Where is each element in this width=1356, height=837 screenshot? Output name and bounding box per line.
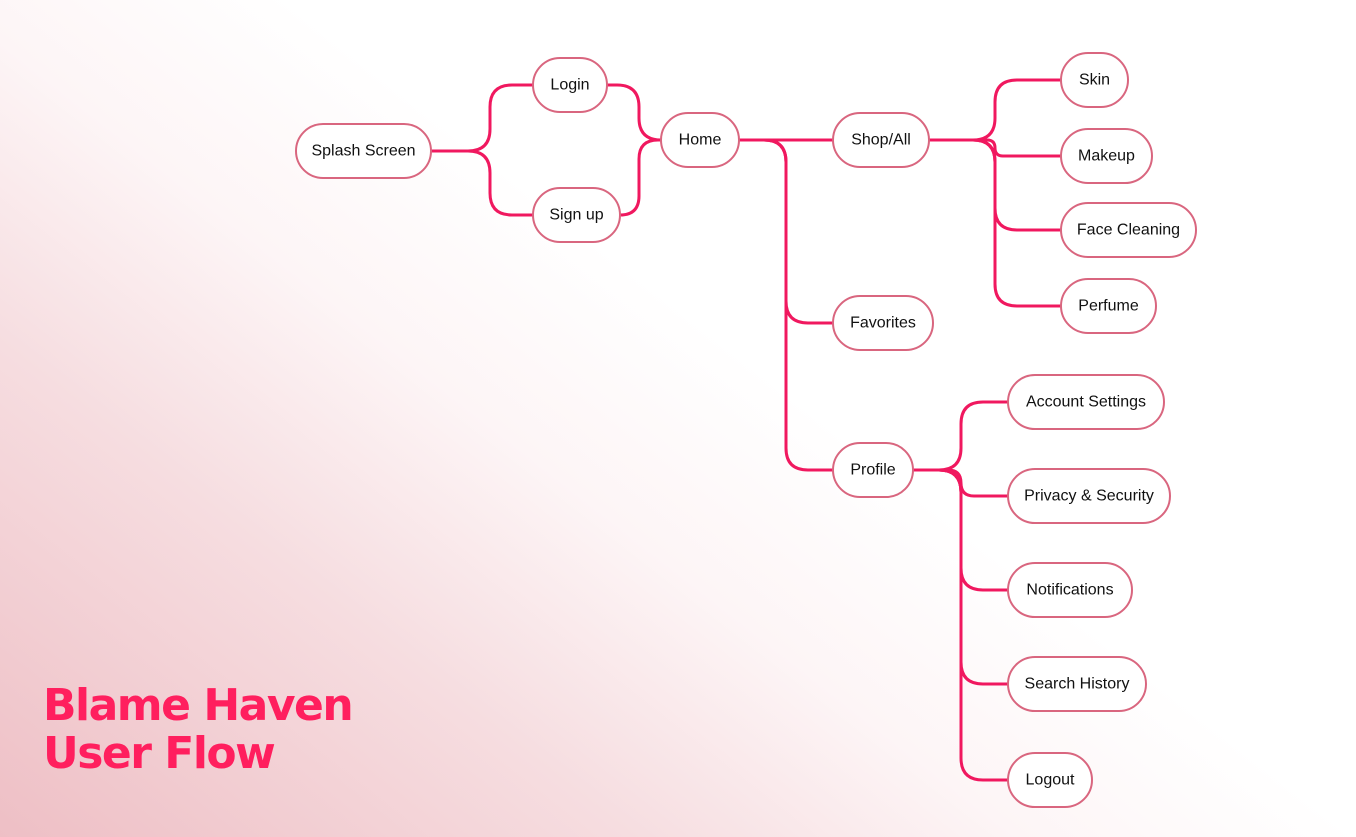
page-title: Blame Haven User Flow [43,680,354,779]
node-logout-box [1007,752,1093,808]
node-account-settings-box [1007,374,1165,430]
node-login-label: Login [550,77,589,94]
connector-shop-to-skin [927,78,1063,142]
node-logout-label: Logout [1026,772,1075,789]
node-favorites: Favorites [832,295,934,351]
node-account-settings: Account Settings [1007,374,1165,430]
node-privacy-security-label: Privacy & Security [1024,488,1154,505]
connector-home-to-profile [737,138,835,472]
node-favorites-label: Favorites [850,315,916,332]
node-profile: Profile [832,442,914,498]
connector-shop-to-makeup [927,138,1063,158]
title-line-2: User Flow [43,728,276,779]
node-shop: Shop/All [832,112,930,168]
node-search-history-label: Search History [1025,676,1130,693]
connector-splash-to-login [429,83,535,153]
node-home: Home [660,112,740,168]
node-splash-box [295,123,432,179]
node-face-cleaning-label: Face Cleaning [1077,222,1180,239]
node-makeup-box [1060,128,1153,184]
node-notifications-label: Notifications [1026,582,1113,599]
node-logout: Logout [1007,752,1093,808]
node-notifications-box [1007,562,1133,618]
node-notifications: Notifications [1007,562,1133,618]
node-skin-label: Skin [1079,72,1110,89]
node-shop-box [832,112,930,168]
connector-signup-to-home [618,138,663,217]
node-shop-label: Shop/All [851,132,911,149]
connector-profile-to-logout [911,468,1010,782]
title-line-1: Blame Haven [43,680,354,731]
node-account-settings-label: Account Settings [1026,394,1146,411]
node-perfume-box [1060,278,1157,334]
node-face-cleaning-box [1060,202,1197,258]
node-home-label: Home [679,132,722,149]
node-search-history: Search History [1007,656,1147,712]
node-makeup-label: Makeup [1078,148,1135,165]
node-splash: Splash Screen [295,123,432,179]
connector-profile-to-account-settings [911,400,1010,472]
node-perfume: Perfume [1060,278,1157,334]
node-profile-box [832,442,914,498]
node-search-history-box [1007,656,1147,712]
node-login-box [532,57,608,113]
node-face-cleaning: Face Cleaning [1060,202,1197,258]
node-splash-label: Splash Screen [311,143,415,160]
node-perfume-label: Perfume [1078,298,1139,315]
node-layer: Splash Screen Login Sign up Home Shop/All Fav… [295,52,1197,808]
connector-login-to-home [605,83,663,142]
connector-shop-to-perfume [927,138,1063,308]
node-signup-label: Sign up [549,207,603,224]
connector-layer [429,78,1063,782]
node-skin-box [1060,52,1129,108]
node-favorites-box [832,295,934,351]
node-signup-box [532,187,621,243]
node-home-box [660,112,740,168]
node-privacy-security-box [1007,468,1171,524]
node-skin: Skin [1060,52,1129,108]
connector-splash-to-signup [429,149,535,217]
node-privacy-security: Privacy & Security [1007,468,1171,524]
node-makeup: Makeup [1060,128,1153,184]
node-login: Login [532,57,608,113]
node-signup: Sign up [532,187,621,243]
node-profile-label: Profile [850,462,895,479]
